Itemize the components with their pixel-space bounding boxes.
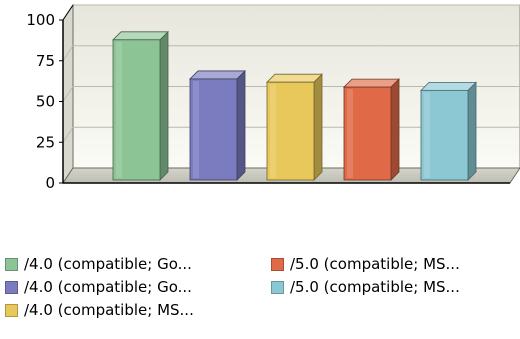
bar (189, 69, 246, 181)
legend-label: /5.0 (compatible; MS... (290, 255, 460, 273)
legend-swatch (271, 257, 284, 271)
legend-label: /5.0 (compatible; MS... (290, 278, 460, 296)
gridline-side (62, 45, 74, 62)
bar-highlight (116, 41, 122, 178)
bar-highlight (193, 80, 199, 178)
legend-swatch (271, 280, 284, 294)
bar (343, 78, 400, 181)
bar (420, 81, 477, 181)
bar (266, 73, 323, 181)
bar-highlight (270, 84, 276, 178)
bar-highlight (424, 92, 430, 178)
bar (112, 30, 169, 181)
y-tick-label: 75 (36, 52, 55, 70)
bar-top (112, 31, 169, 41)
bar-top (189, 70, 246, 80)
bar-top (343, 78, 400, 88)
bar-side (159, 30, 169, 181)
bar-chart: 0 25 50 75 100 (26, 3, 520, 192)
legend-item: /5.0 (compatible; MS... (271, 255, 460, 273)
legend-swatch (5, 303, 18, 317)
legend-swatch (5, 280, 18, 294)
y-tick-label: 0 (45, 174, 55, 192)
legend-label: /4.0 (compatible; Go... (24, 278, 192, 296)
bar-highlight (347, 89, 353, 178)
bar-top (420, 81, 477, 91)
chart-svg: 0 25 50 75 100 (26, 3, 520, 192)
y-tick-label: 50 (36, 93, 55, 111)
gridline-side (62, 86, 74, 102)
bar-side (313, 73, 323, 181)
legend-item: /4.0 (compatible; MS... (5, 301, 194, 319)
bar-top (266, 73, 323, 83)
y-tick-label: 25 (36, 133, 55, 151)
bar-side (467, 81, 477, 181)
axis-depth-line (62, 4, 74, 21)
legend-swatch (5, 257, 18, 271)
legend-item: /4.0 (compatible; Go... (5, 278, 192, 296)
bar-side (236, 69, 246, 181)
gridline-side (62, 126, 74, 143)
legend-item: /4.0 (compatible; Go... (5, 255, 192, 273)
legend-label: /4.0 (compatible; Go... (24, 255, 192, 273)
y-tick-label: 100 (26, 11, 55, 29)
legend-label: /4.0 (compatible; MS... (24, 301, 194, 319)
legend-item: /5.0 (compatible; MS... (271, 278, 460, 296)
bar-side (390, 78, 400, 181)
